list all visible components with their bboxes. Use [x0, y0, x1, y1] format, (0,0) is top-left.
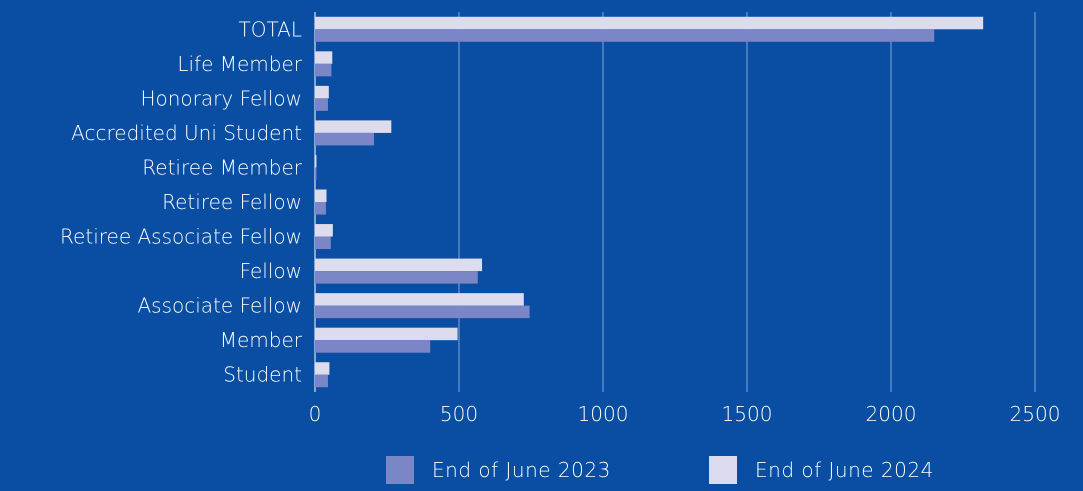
category-label-student: Student [223, 363, 302, 387]
category-label-accredited-uni-student: Accredited Uni Student [71, 121, 302, 145]
bar-2023-accredited-uni-student [315, 132, 375, 146]
bar-2023-fellow [315, 271, 478, 284]
legend-label-2024: End of June 2024 [755, 458, 934, 482]
category-label-member: Member [220, 328, 303, 352]
bar-2024-total [315, 16, 984, 30]
category-label-total: TOTAL [239, 17, 302, 41]
bar-2023-retiree-associate-fellow [315, 236, 331, 250]
legend-item-2024: End of June 2024 [709, 456, 934, 484]
x-tick-label-1000: 1000 [578, 402, 629, 426]
category-label-associate-fellow: Associate Fellow [138, 294, 303, 318]
category-label-honorary-fellow: Honorary Fellow [140, 86, 302, 110]
x-tick-label-0: 0 [309, 402, 322, 426]
category-label-retiree-fellow: Retiree Fellow [162, 190, 302, 214]
bar-2023-member [315, 340, 431, 353]
legend-item-2023: End of June 2023 [386, 456, 611, 484]
bar-2024-life-member [315, 51, 333, 64]
category-label-fellow: Fellow [240, 259, 302, 283]
x-tick-label-2500: 2500 [1010, 402, 1061, 426]
category-label-life-member: Life Member [177, 52, 302, 76]
bar-2024-honorary-fellow [315, 85, 329, 99]
bar-2024-fellow [315, 258, 483, 272]
bar-2023-student [315, 374, 328, 388]
bar-2024-student [315, 362, 330, 375]
bar-2024-associate-fellow [315, 293, 524, 306]
bar-2024-retiree-member [315, 154, 317, 168]
legend-swatch-2023 [386, 456, 414, 484]
x-tick-label-500: 500 [440, 402, 478, 426]
bar-2024-accredited-uni-student [315, 120, 392, 133]
bar-2023-honorary-fellow [315, 98, 328, 111]
x-tick-label-1500: 1500 [722, 402, 773, 426]
bar-2023-retiree-member [315, 167, 317, 180]
legend-label-2023: End of June 2023 [432, 458, 611, 482]
bar-2024-retiree-associate-fellow [315, 224, 333, 237]
category-label-retiree-associate-fellow: Retiree Associate Fellow [60, 225, 302, 249]
bar-2023-retiree-fellow [315, 202, 326, 215]
category-label-retiree-member: Retiree Member [142, 155, 302, 179]
bar-2024-retiree-fellow [315, 189, 327, 202]
legend: End of June 2023 End of June 2024 [0, 456, 1083, 484]
x-tick-label-2000: 2000 [866, 402, 917, 426]
bar-2023-life-member [315, 63, 332, 77]
legend-swatch-2024 [709, 456, 737, 484]
bar-2023-associate-fellow [315, 305, 530, 319]
bar-2023-total [315, 29, 935, 42]
bar-2024-member [315, 327, 458, 341]
